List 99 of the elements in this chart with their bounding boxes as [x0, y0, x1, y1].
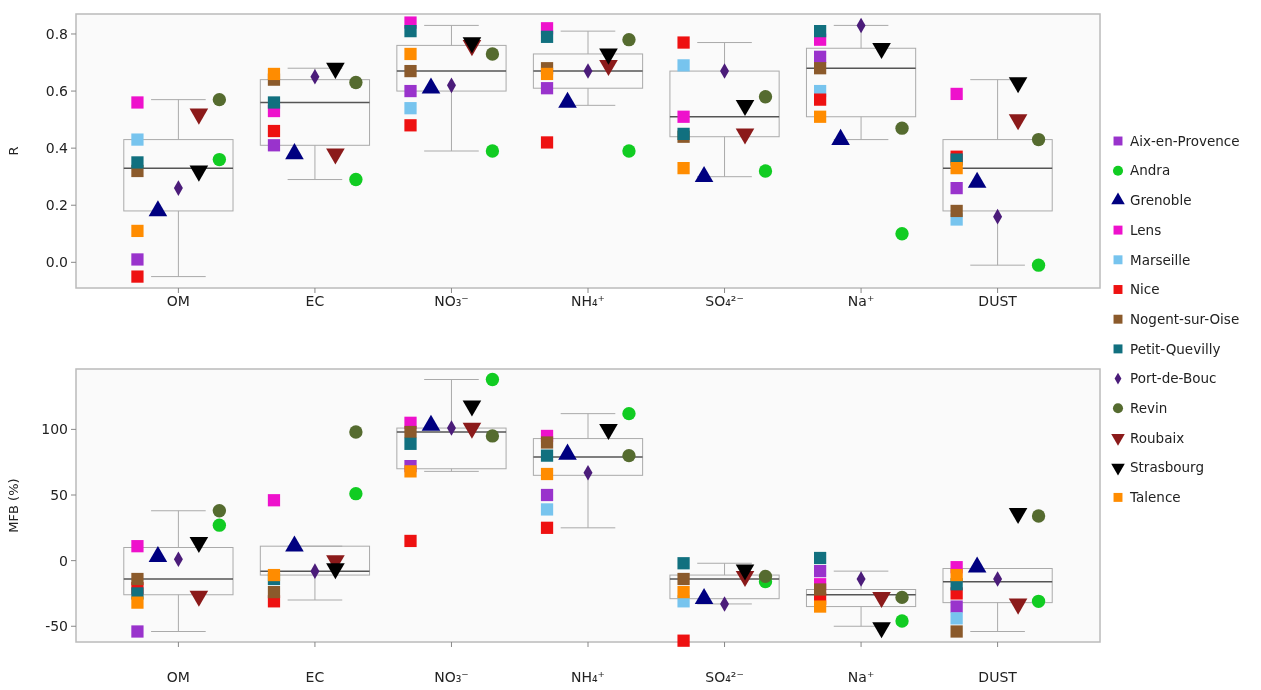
point — [267, 139, 281, 152]
point — [267, 586, 281, 599]
y-tick-label: 0.0 — [45, 254, 68, 271]
point — [131, 253, 144, 266]
legend-label: Nice — [1130, 281, 1160, 298]
point — [950, 612, 963, 625]
y-axis-title: MFB (%) — [6, 478, 21, 533]
point — [404, 119, 417, 132]
x-tick-label: DUST — [978, 669, 1018, 685]
point — [131, 96, 144, 109]
point — [267, 494, 281, 507]
point — [404, 102, 417, 115]
point — [540, 521, 554, 534]
legend-label: Strasbourg — [1130, 459, 1204, 476]
point — [404, 534, 417, 548]
legend-label: Petit-Quevilly — [1130, 340, 1221, 357]
point — [813, 93, 827, 106]
point — [950, 162, 963, 175]
point — [131, 596, 144, 609]
legend-label: Revin — [1130, 400, 1168, 417]
point — [950, 87, 963, 101]
x-tick-label: Na⁺ — [847, 669, 875, 685]
x-tick-label: NH₄⁺ — [570, 669, 606, 685]
point — [540, 67, 554, 81]
legend-label: Grenoble — [1130, 192, 1192, 209]
point — [131, 540, 144, 553]
point — [677, 162, 690, 175]
point — [540, 449, 554, 462]
point — [131, 625, 144, 638]
point — [677, 634, 690, 647]
y-tick-label: 0.8 — [45, 25, 68, 42]
legend-label: Port-de-Bouc — [1130, 370, 1217, 387]
x-tick-label: NO₃⁻ — [434, 293, 469, 309]
y-tick-label: 100 — [41, 421, 68, 438]
point — [677, 110, 690, 123]
point — [540, 436, 554, 449]
legend-label: Aix-en-Provence — [1130, 132, 1240, 149]
x-tick-label: NO₃⁻ — [434, 669, 469, 685]
x-tick-label: SO₄²⁻ — [705, 669, 744, 685]
y-tick-label: 0.6 — [45, 82, 69, 99]
point — [540, 488, 554, 502]
point — [267, 67, 281, 81]
legend-label: Roubaix — [1130, 429, 1185, 446]
point — [813, 25, 827, 38]
y-tick-label: -50 — [45, 618, 68, 635]
point — [404, 465, 417, 478]
point — [813, 62, 827, 75]
x-tick-label: EC — [305, 293, 325, 309]
x-tick-label: Na⁺ — [847, 293, 875, 309]
point — [950, 568, 963, 582]
point — [813, 110, 827, 123]
x-tick-label: SO₄²⁻ — [705, 293, 744, 309]
point — [540, 136, 554, 149]
point — [950, 625, 963, 638]
legend-label: Lens — [1130, 221, 1162, 238]
point — [131, 572, 144, 586]
point — [540, 82, 554, 95]
point — [404, 437, 417, 450]
point — [404, 25, 417, 38]
x-tick-label: OM — [166, 669, 190, 685]
point — [267, 568, 281, 582]
point — [540, 30, 554, 43]
y-tick-label: 0.2 — [45, 197, 68, 214]
y-tick-label: 0 — [59, 552, 68, 569]
point — [267, 96, 281, 109]
point — [813, 551, 827, 565]
point — [813, 565, 827, 578]
point — [540, 467, 554, 481]
point — [677, 36, 690, 49]
legend-label: Marseille — [1130, 251, 1191, 268]
y-tick-label: 50 — [50, 486, 68, 503]
point — [131, 156, 144, 169]
point — [677, 557, 690, 570]
x-tick-label: OM — [166, 293, 190, 309]
x-tick-label: EC — [305, 669, 325, 685]
point — [404, 84, 417, 98]
legend-label: Andra — [1130, 162, 1171, 179]
point — [677, 586, 690, 599]
y-tick-label: 0.4 — [45, 140, 69, 157]
legend-label: Nogent-sur-Oise — [1130, 310, 1240, 327]
point — [404, 425, 417, 439]
x-tick-label: NH₄⁺ — [570, 293, 606, 309]
point — [813, 583, 827, 596]
point — [950, 181, 963, 195]
point — [404, 47, 417, 61]
point — [267, 124, 281, 138]
point — [540, 503, 554, 516]
point — [677, 59, 690, 72]
point — [131, 270, 144, 283]
legend-label: Talence — [1129, 489, 1181, 506]
point — [677, 572, 690, 586]
point — [131, 133, 144, 146]
y-axis-title: R — [6, 146, 21, 156]
x-tick-label: DUST — [978, 293, 1018, 309]
point — [404, 64, 417, 78]
point — [131, 224, 144, 238]
point — [950, 204, 963, 218]
point — [950, 600, 963, 613]
point — [813, 600, 827, 613]
